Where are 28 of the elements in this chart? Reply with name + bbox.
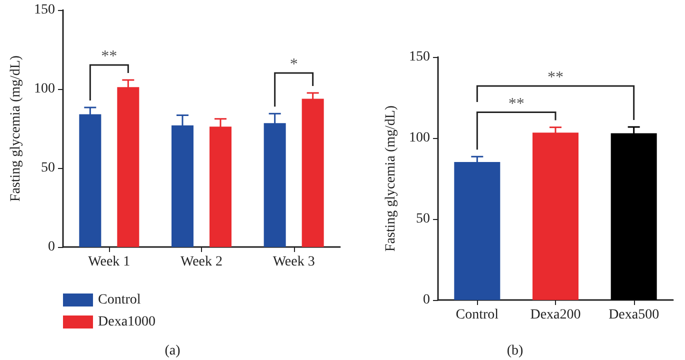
y-axis-title: Fasting glycemia (mg/dL) — [384, 105, 399, 252]
x-tick-label: Dexa500 — [608, 308, 660, 322]
y-tick-label: 50 — [41, 160, 55, 176]
x-tick-label: Control — [456, 308, 499, 322]
text: (a) — [164, 344, 181, 358]
bar — [454, 162, 500, 300]
text: (b) — [506, 344, 524, 358]
significance-bracket: ** — [476, 95, 556, 150]
y-tick-label: 150 — [34, 2, 55, 18]
annotation: ** — [508, 95, 524, 112]
annotation: * — [290, 56, 298, 73]
x-tick-label: Week 3 — [272, 254, 315, 270]
y-tick-label: 100 — [34, 82, 55, 96]
significance-bracket: ** — [89, 48, 129, 100]
x-tick-label: Week 1 — [88, 254, 130, 270]
legend-label: Dexa1000 — [98, 314, 156, 330]
y-tick-label: 0 — [423, 292, 430, 308]
y-tick-label: 100 — [409, 130, 430, 146]
annotation: ** — [101, 48, 118, 65]
x-tick-label: Dexa200 — [530, 308, 581, 322]
y-tick-label: 50 — [416, 212, 430, 226]
annotation: ** — [548, 68, 564, 86]
y-axis-title: Fasting glycemia (mg/dL) — [8, 55, 24, 202]
significance-bracket: * — [274, 56, 314, 107]
y-tick-label: 0 — [48, 240, 55, 254]
legend-label: Control — [98, 292, 141, 308]
y-tick-label: 150 — [409, 50, 430, 64]
x-tick-label: Week 2 — [180, 254, 223, 270]
